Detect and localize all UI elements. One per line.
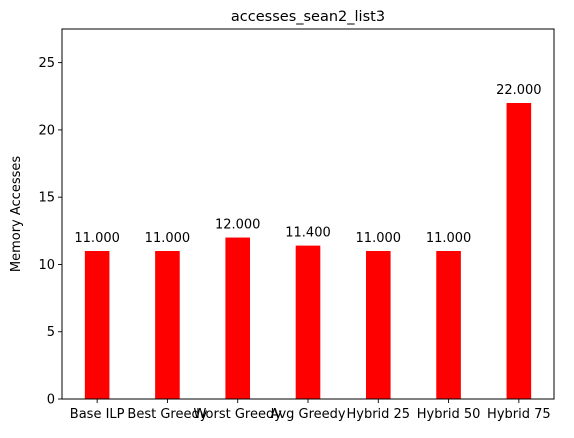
bar-best-greedy bbox=[155, 251, 180, 399]
bar-worst-greedy bbox=[225, 238, 250, 399]
data-label: 11.000 bbox=[356, 231, 402, 246]
x-tick-label: Hybrid 75 bbox=[487, 407, 551, 422]
x-tick-label: Base ILP bbox=[70, 407, 125, 422]
y-tick-label: 25 bbox=[38, 56, 55, 71]
bar-base-ilp bbox=[85, 251, 110, 399]
y-tick-label: 20 bbox=[38, 123, 55, 138]
data-label: 22.000 bbox=[496, 83, 542, 98]
x-tick-label: Hybrid 25 bbox=[346, 407, 410, 422]
bar-hybrid-50 bbox=[436, 251, 461, 399]
data-label: 11.000 bbox=[74, 231, 120, 246]
bar-hybrid-25 bbox=[366, 251, 391, 399]
y-tick-label: 15 bbox=[38, 191, 55, 206]
x-tick-label: Hybrid 50 bbox=[417, 407, 481, 422]
data-label: 12.000 bbox=[215, 218, 261, 233]
y-tick-label: 5 bbox=[47, 325, 55, 340]
data-labels-group: 11.000 11.000 12.000 11.400 11.000 11.000 22.0… bbox=[74, 83, 541, 246]
y-axis-label: Memory Accesses bbox=[9, 156, 24, 273]
data-label: 11.000 bbox=[426, 231, 472, 246]
y-axis-ticks: 0 5 10 15 20 25 bbox=[38, 56, 62, 407]
data-label: 11.000 bbox=[145, 231, 191, 246]
bars-group bbox=[85, 103, 531, 399]
x-tick-label: Avg Greedy bbox=[270, 407, 346, 422]
y-tick-label: 0 bbox=[47, 393, 55, 408]
bar-avg-greedy bbox=[296, 246, 321, 399]
bar-hybrid-75 bbox=[507, 103, 532, 399]
x-tick-label: Worst Greedy bbox=[193, 407, 282, 422]
data-label: 11.400 bbox=[285, 226, 331, 241]
chart-title: accesses_sean2_list3 bbox=[231, 9, 385, 25]
y-tick-label: 10 bbox=[38, 258, 55, 273]
